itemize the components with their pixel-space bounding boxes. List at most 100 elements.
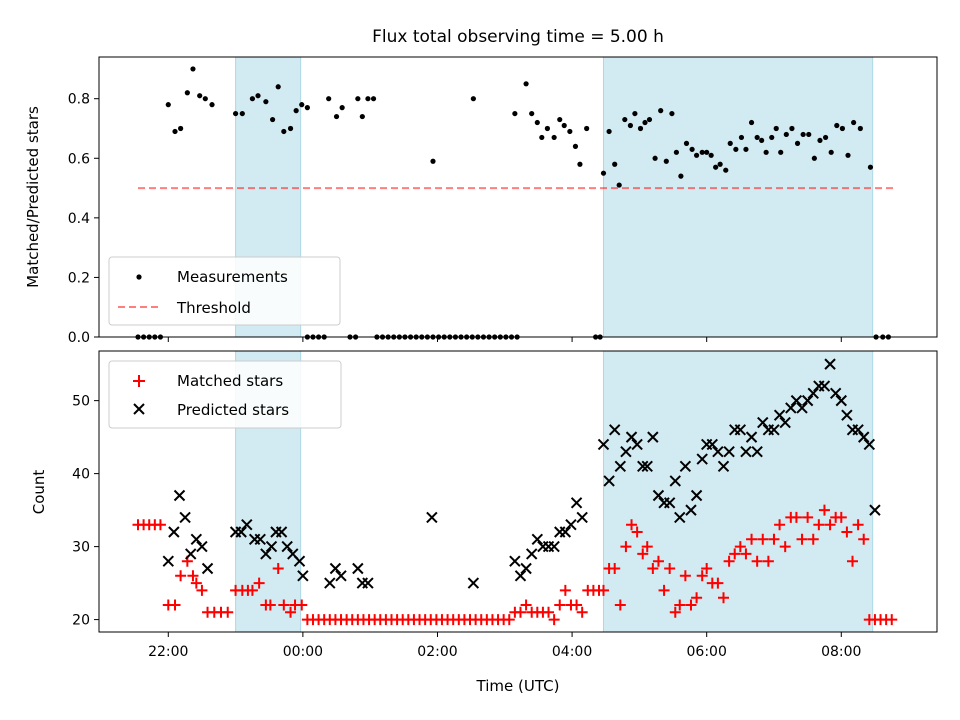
measurement-point <box>249 96 256 102</box>
bottom-y-tick-label: 20 <box>72 613 90 629</box>
predicted-star-point <box>757 416 769 429</box>
measurement-point <box>255 93 261 99</box>
measurement-point <box>326 96 332 102</box>
legend-predicted-stars: Predicted stars <box>177 401 289 419</box>
predicted-star-point <box>603 475 615 487</box>
matched-star-point <box>664 563 676 575</box>
measurement-point <box>355 96 361 102</box>
measurement-point <box>430 158 436 164</box>
matched-star-point <box>740 548 752 560</box>
predicted-star-point <box>637 460 649 473</box>
matched-star-point <box>175 570 187 582</box>
predicted-star-point <box>679 460 692 473</box>
predicted-star-point <box>641 460 653 473</box>
bottom-y-tick-label: 50 <box>72 394 90 410</box>
measurement-point <box>800 131 806 138</box>
matched-star-point <box>641 541 653 553</box>
measurement-point <box>239 110 245 117</box>
predicted-star-point <box>235 526 247 538</box>
measurement-point <box>551 134 557 141</box>
measurement-point <box>759 137 765 144</box>
matched-star-point <box>571 599 583 611</box>
predicted-star-point <box>559 526 572 538</box>
measurement-point <box>606 128 612 135</box>
matched-star-point <box>503 614 515 626</box>
flux-ratio-panel: 0.00.20.40.60.8 Matched/Predicted stars … <box>24 56 938 346</box>
measurement-point <box>616 182 622 188</box>
predicted-star-point <box>275 526 288 538</box>
matched-star-point <box>779 541 791 553</box>
predicted-star-point <box>514 570 527 582</box>
matched-star-point <box>652 555 664 567</box>
matched-star-point <box>626 519 638 531</box>
predicted-star-point <box>173 489 186 502</box>
matched-star-point <box>729 548 741 560</box>
matched-star-point <box>154 519 166 531</box>
matched-star-point <box>712 577 724 589</box>
matched-star-point <box>658 584 670 596</box>
predicted-star-point <box>807 387 819 400</box>
matched-star-point <box>674 599 686 611</box>
matched-star-point <box>264 599 276 611</box>
matched-star-point <box>841 526 853 538</box>
measurement-point <box>683 140 690 146</box>
matched-star-point <box>824 519 836 531</box>
measurement-point <box>769 134 775 141</box>
bottom-shaded-band <box>602 350 874 633</box>
measurement-point <box>748 119 755 126</box>
measurement-point <box>763 149 769 155</box>
predicted-star-point <box>696 453 708 465</box>
predicted-star-point <box>324 577 336 589</box>
measurement-point <box>561 122 567 129</box>
measurement-point <box>727 140 733 146</box>
predicted-star-point <box>625 431 638 443</box>
matched-star-point <box>774 519 786 531</box>
predicted-star-point <box>663 497 676 509</box>
predicted-star-point <box>740 446 752 458</box>
predicted-star-point <box>801 394 814 407</box>
matched-star-point <box>543 606 555 618</box>
top-y-tick-label: 0.0 <box>68 330 90 346</box>
bottom-x-tick-label: 06:00 <box>687 644 727 660</box>
measurement-point <box>754 134 760 141</box>
matched-star-point <box>701 563 713 575</box>
matched-star-point <box>802 511 814 523</box>
predicted-star-point <box>329 562 342 575</box>
predicted-star-point <box>723 446 735 458</box>
predicted-star-point <box>631 438 643 451</box>
predicted-star-point <box>785 402 797 414</box>
predicted-star-point <box>260 548 272 560</box>
measurement-point <box>539 134 545 141</box>
matched-star-point <box>196 584 208 596</box>
matched-star-point <box>746 533 758 545</box>
measurement-point <box>789 125 795 132</box>
measurement-point <box>773 125 779 132</box>
predicted-star-point <box>829 387 842 400</box>
predicted-star-point <box>620 446 632 458</box>
matched-star-point <box>807 533 819 545</box>
predicted-star-point <box>597 438 610 451</box>
predicted-star-point <box>863 438 876 451</box>
measurement-point <box>669 110 675 117</box>
bottom-y-tick-label: 30 <box>72 540 90 556</box>
matched-star-point <box>169 599 181 611</box>
top-legend: Measurements Threshold <box>108 256 341 326</box>
matched-star-point <box>576 606 588 618</box>
matched-star-point <box>614 599 626 611</box>
measurement-point <box>333 113 340 120</box>
measurement-point <box>567 128 573 135</box>
matched-star-point <box>679 570 691 582</box>
matched-star-point <box>734 541 746 553</box>
measurement-point <box>658 108 664 114</box>
predicted-star-point <box>768 424 780 436</box>
predicted-star-point <box>614 460 627 473</box>
measurement-point <box>190 66 196 72</box>
predicted-star-point <box>751 446 763 458</box>
measurement-point <box>693 152 700 158</box>
measurement-point <box>663 158 669 164</box>
matched-star-point <box>559 584 571 596</box>
measurement-point <box>172 128 178 135</box>
matched-star-point <box>514 606 526 618</box>
measurement-point <box>743 146 749 152</box>
